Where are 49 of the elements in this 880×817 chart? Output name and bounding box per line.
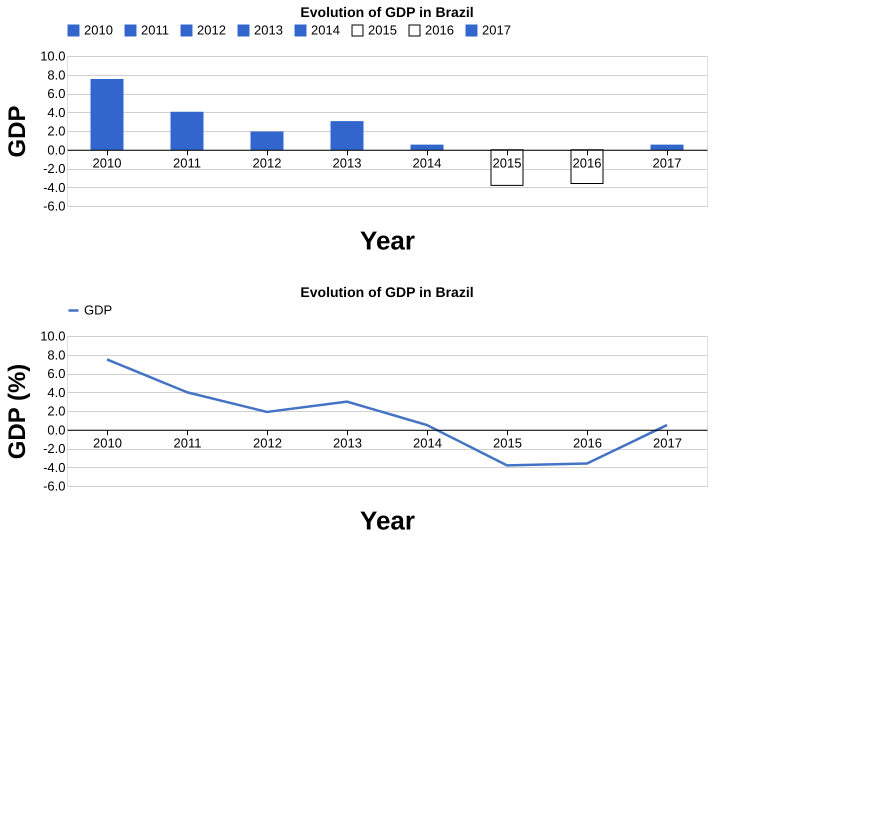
y-tick-label: -2.0	[43, 441, 66, 456]
y-tick-label: 6.0	[47, 366, 66, 381]
y-tick-label: 8.0	[47, 67, 66, 82]
x-tick-label: 2012	[252, 155, 282, 170]
x-tick-label: 2013	[332, 155, 362, 170]
x-tick-label: 2013	[333, 435, 362, 450]
y-tick-label: 8.0	[47, 347, 66, 362]
x-axis-title: Year	[360, 226, 415, 256]
y-tick-label: -4.0	[43, 180, 66, 195]
x-tick-label: 2016	[573, 435, 602, 450]
legend-label: 2010	[84, 22, 113, 38]
x-tick-label: 2010	[93, 435, 122, 450]
x-tick-label: 2015	[493, 435, 522, 450]
x-axis-title: Year	[360, 506, 415, 536]
y-tick-label: -6.0	[43, 478, 66, 494]
x-tick-label: 2015	[492, 155, 522, 170]
y-tick-label: 10.0	[40, 48, 66, 64]
chart-title: Evolution of GDP in Brazil	[300, 284, 474, 300]
y-tick-label: 4.0	[47, 384, 66, 400]
x-tick-label: 2017	[652, 155, 682, 170]
x-tick-label: 2016	[572, 155, 602, 170]
x-tick-label: 2014	[413, 435, 442, 450]
y-tick-label: 10.0	[40, 328, 66, 344]
legend-label: GDP	[84, 302, 112, 318]
x-tick-label: 2017	[653, 435, 682, 450]
y-tick-label: -4.0	[43, 460, 66, 475]
x-tick-label: 2011	[174, 435, 202, 450]
legend-label: 2012	[197, 22, 226, 38]
x-tick-label: 2010	[92, 155, 122, 170]
y-tick-label: 0.0	[47, 422, 66, 438]
y-tick-label: 2.0	[47, 404, 66, 418]
y-tick-label: 2.0	[47, 124, 66, 138]
y-axis-title: GDP	[4, 105, 32, 158]
y-tick-label: 6.0	[47, 86, 66, 101]
x-tick-label: 2012	[253, 435, 282, 450]
legend-label: 2016	[425, 22, 454, 38]
y-tick-label: -6.0	[43, 198, 66, 214]
y-axis-title: GDP (%)	[4, 364, 32, 460]
x-tick-label: 2014	[412, 155, 442, 170]
y-tick-label: 0.0	[47, 142, 66, 158]
y-tick-label: -2.0	[43, 161, 66, 176]
legend-label: 2017	[482, 22, 511, 38]
legend-label: 2015	[368, 22, 397, 38]
legend-label: 2014	[311, 22, 340, 38]
legend-label: 2011	[141, 22, 169, 38]
legend-label: 2013	[254, 22, 283, 38]
chart-title: Evolution of GDP in Brazil	[300, 4, 474, 20]
x-tick-label: 2011	[173, 155, 201, 170]
y-tick-label: 4.0	[47, 104, 66, 120]
